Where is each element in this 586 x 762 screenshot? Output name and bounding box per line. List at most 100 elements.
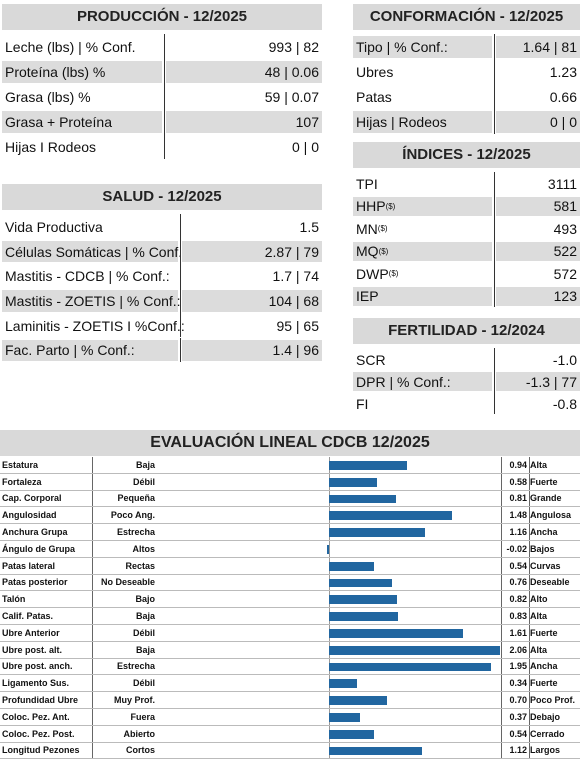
trait: Angulosidad xyxy=(2,510,57,521)
divider xyxy=(494,34,495,59)
superscript: ($) xyxy=(385,201,396,211)
value-label: 0.37 xyxy=(501,709,527,725)
trait: Ligamento Sus. xyxy=(2,678,70,689)
divider xyxy=(494,239,495,262)
label-text: Grasa + Proteína xyxy=(5,114,113,130)
row-label: HHP ($) xyxy=(353,196,492,216)
high-label: Alta xyxy=(529,608,581,624)
divider xyxy=(180,312,181,338)
value-label: 0.94 xyxy=(501,457,527,473)
divider xyxy=(494,109,495,134)
value-label: 1.12 xyxy=(501,742,527,759)
divider xyxy=(180,214,181,239)
row-label: SCR xyxy=(353,350,492,369)
row-value: 95 | 65 xyxy=(276,317,319,334)
trait: Ubre post. anch. xyxy=(2,661,73,672)
row-label: Hijas | Rodeos xyxy=(353,111,492,133)
row-line xyxy=(0,708,580,709)
bar xyxy=(329,629,463,638)
low-label: Baja xyxy=(92,608,155,624)
low-label: Baja xyxy=(92,457,155,473)
section-title: EVALUACIÓN LINEAL CDCB 12/2025 xyxy=(0,430,580,456)
high-label: Ancha xyxy=(529,658,581,675)
value-label: 0.83 xyxy=(501,608,527,624)
label-text: Laminitis - ZOETIS I %Conf.: xyxy=(5,317,185,334)
low-label: Abierto xyxy=(92,725,155,742)
trait: Coloc. Pez. Ant. xyxy=(2,711,70,722)
row-value: 48 | 0.06 xyxy=(166,61,322,83)
high-label: Fuerte xyxy=(529,675,581,692)
row-label: DWP ($) xyxy=(353,264,492,284)
high-label: Ancha xyxy=(529,524,581,540)
label-text: Mastitis - ZOETIS | % Conf.: xyxy=(5,292,181,309)
row-value: 59 | 0.07 xyxy=(264,89,319,105)
row-value: 581 xyxy=(496,196,580,216)
row-value: 0 | 0 xyxy=(496,111,580,133)
row-line xyxy=(0,691,580,693)
bar xyxy=(329,679,358,689)
row-line xyxy=(0,741,580,743)
bar xyxy=(329,578,393,588)
row-value: 107 xyxy=(166,111,322,133)
divider xyxy=(164,34,165,59)
row-line xyxy=(0,523,580,525)
row-value: 1.23 xyxy=(549,64,577,80)
divider xyxy=(180,238,181,264)
trait: Profundidad Ubre xyxy=(2,695,78,706)
row-value: 104 | 68 xyxy=(182,290,322,312)
bar xyxy=(329,477,378,487)
divider xyxy=(494,59,495,84)
section-title: CONFORMACIÓN - 12/2025 xyxy=(353,4,580,30)
label-text: MN xyxy=(356,220,378,237)
low-label: Débil xyxy=(92,625,155,641)
bar xyxy=(329,662,491,672)
row-line xyxy=(0,489,580,491)
trait: Anchura Grupa xyxy=(2,527,68,538)
row-value: 1.4 | 96 xyxy=(182,339,322,362)
label-text: IEP xyxy=(356,288,379,305)
label-text: SCR xyxy=(356,351,386,368)
row-line xyxy=(0,724,580,726)
row-label: Tipo | % Conf.: xyxy=(353,36,492,58)
row-line xyxy=(0,657,580,659)
value-label: 0.54 xyxy=(501,725,527,742)
high-label: Largos xyxy=(529,742,581,759)
label-text: Mastitis - CDCB | % Conf.: xyxy=(5,268,170,285)
row-line xyxy=(0,573,580,575)
low-label: Fuera xyxy=(92,709,155,725)
row-label: Proteína (lbs) % xyxy=(2,61,162,83)
value-label: 0.58 xyxy=(501,473,527,490)
value-label: 0.82 xyxy=(501,591,527,608)
bar xyxy=(329,746,422,756)
value-label: 1.16 xyxy=(501,524,527,540)
label-text: Hijas I Rodeos xyxy=(5,139,97,155)
label-text: TPI xyxy=(356,175,378,192)
value-label: 1.95 xyxy=(501,658,527,675)
high-label: Angulosa xyxy=(529,507,581,524)
label-text: Vida Productiva xyxy=(5,218,103,235)
row-label: Hijas I Rodeos xyxy=(2,136,162,158)
value-label: 0.81 xyxy=(501,490,527,507)
bar xyxy=(329,494,397,504)
superscript: ($) xyxy=(378,246,389,256)
divider xyxy=(494,217,495,240)
row-value: 572 xyxy=(553,265,577,282)
trait: Talón xyxy=(2,594,26,605)
value-label: 0.54 xyxy=(501,557,527,574)
label-text: HHP xyxy=(356,198,386,215)
divider xyxy=(164,59,165,84)
section-title: PRODUCCIÓN - 12/2025 xyxy=(2,4,322,30)
row-label: TPI xyxy=(353,174,492,194)
row-label: DPR | % Conf.: xyxy=(353,372,492,391)
label-text: FI xyxy=(356,395,369,412)
row-value: -1.0 xyxy=(552,351,577,368)
section-title: FERTILIDAD - 12/2024 xyxy=(353,318,580,344)
bar xyxy=(329,511,452,521)
high-label: Debajo xyxy=(529,709,581,725)
row-label: Mastitis - ZOETIS | % Conf.: xyxy=(2,290,181,312)
divider xyxy=(180,337,181,363)
section-title: ÍNDICES - 12/2025 xyxy=(353,142,580,168)
row-label: Fac. Parto | % Conf.: xyxy=(2,339,178,362)
row-label: Grasa (lbs) % xyxy=(2,86,162,108)
